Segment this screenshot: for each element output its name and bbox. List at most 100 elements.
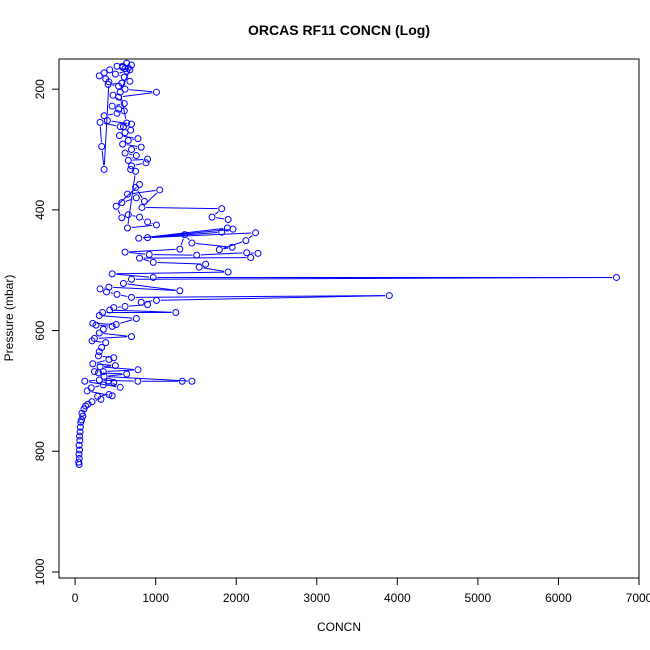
- data-point: [135, 234, 143, 242]
- series-segment: [122, 92, 153, 97]
- data-point: [128, 120, 135, 128]
- series-segment: [223, 241, 243, 249]
- data-point: [89, 360, 97, 368]
- series-segment: [96, 340, 102, 343]
- data-point: [95, 376, 103, 384]
- x-axis-label: CONCN: [317, 620, 361, 634]
- data-point: [108, 322, 116, 330]
- series-segment: [137, 190, 143, 199]
- x-tick-label: 4000: [384, 591, 411, 605]
- data-point: [202, 260, 210, 268]
- series-segment: [126, 144, 138, 147]
- data-point: [188, 377, 196, 385]
- data-point: [188, 239, 196, 247]
- data-point: [96, 363, 104, 371]
- data-point: [96, 118, 104, 126]
- series-segment: [180, 238, 184, 246]
- series-segment: [200, 252, 243, 256]
- data-point: [142, 159, 150, 167]
- data-point: [76, 428, 84, 436]
- data-point: [252, 229, 260, 237]
- series-segment: [129, 248, 176, 253]
- data-point: [229, 225, 237, 233]
- data-point: [242, 237, 250, 245]
- data-point: [112, 202, 120, 210]
- data-point: [123, 119, 131, 127]
- data-point: [224, 216, 232, 224]
- x-tick-label: 0: [72, 591, 79, 605]
- series-segment: [96, 360, 106, 364]
- series-segment: [142, 227, 224, 239]
- series-segment: [214, 211, 219, 215]
- data-point: [134, 377, 142, 385]
- data-point: [128, 162, 135, 170]
- data-point: [88, 398, 96, 406]
- data-point: [89, 319, 97, 327]
- data-point: [99, 308, 106, 316]
- series-segment: [248, 235, 253, 239]
- data-point: [123, 370, 131, 378]
- series-segment: [132, 158, 144, 161]
- data-point: [100, 165, 108, 173]
- data-point: [105, 377, 113, 385]
- series-segment: [131, 157, 133, 159]
- data-point: [134, 366, 142, 374]
- data-point: [116, 123, 124, 131]
- y-tick-label: 600: [33, 320, 47, 340]
- data-point: [120, 100, 128, 108]
- series-segment: [151, 232, 218, 238]
- series-segment: [151, 232, 252, 238]
- data-point: [111, 362, 119, 370]
- series-segment: [121, 294, 128, 298]
- data-point: [136, 213, 144, 221]
- data-point: [119, 63, 127, 71]
- data-point: [124, 156, 132, 164]
- data-point: [136, 181, 144, 189]
- data-point: [78, 409, 86, 417]
- series-segment: [95, 385, 100, 388]
- data-point: [128, 61, 135, 69]
- data-point: [385, 292, 393, 300]
- data-point: [124, 211, 132, 219]
- data-point: [88, 337, 96, 345]
- data-point: [176, 287, 184, 295]
- data-point: [149, 273, 157, 281]
- series-segment: [129, 153, 133, 156]
- series-segment: [116, 97, 122, 102]
- series-segment: [135, 163, 142, 166]
- series-segment: [196, 243, 229, 248]
- data-point: [108, 270, 116, 278]
- data-point: [100, 112, 108, 120]
- data-point: [152, 296, 160, 304]
- data-point: [136, 254, 144, 262]
- data-point: [99, 381, 107, 389]
- data-point: [95, 72, 103, 80]
- data-point: [134, 135, 142, 143]
- series-segment: [88, 379, 96, 382]
- data-point: [132, 315, 140, 322]
- y-tick-label: 1000: [33, 558, 47, 585]
- data-point: [106, 66, 114, 74]
- data-point: [137, 143, 145, 151]
- data-point: [128, 333, 135, 341]
- data-point: [118, 199, 126, 207]
- series-segment: [111, 120, 128, 125]
- series-segment: [135, 295, 386, 298]
- data-point: [137, 298, 145, 306]
- data-point: [116, 88, 124, 96]
- series-segment: [102, 355, 110, 358]
- series-segment: [223, 247, 229, 250]
- data-point: [108, 392, 116, 400]
- x-tick-label: 7000: [626, 591, 650, 605]
- data-point: [208, 213, 216, 221]
- data-point: [111, 70, 119, 78]
- series-segment: [104, 366, 134, 370]
- data-point: [83, 387, 91, 395]
- data-point: [98, 143, 106, 151]
- data-point: [105, 356, 113, 364]
- data-point: [121, 248, 129, 256]
- data-point: [119, 280, 127, 287]
- series-segment: [104, 365, 112, 367]
- series-segment: [132, 215, 136, 217]
- series-segment: [131, 224, 153, 229]
